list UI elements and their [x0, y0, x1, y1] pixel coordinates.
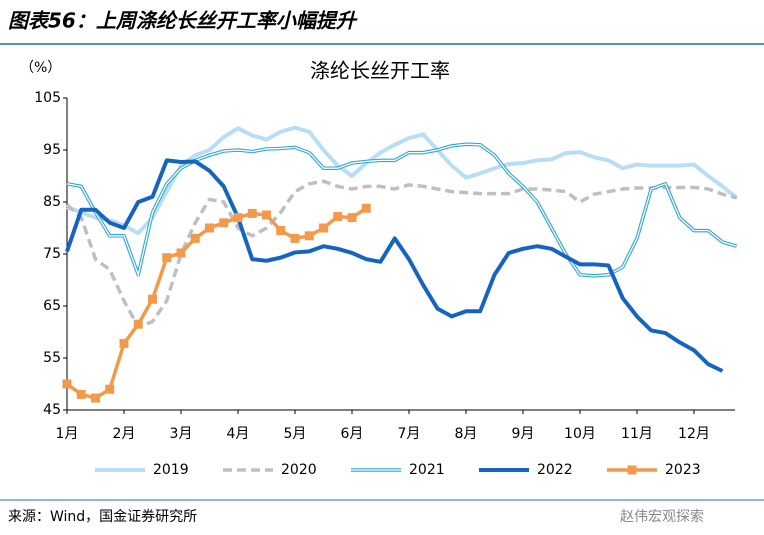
x-tick-label: 7月 [398, 426, 421, 442]
marker [361, 203, 371, 213]
line-inner [66, 143, 737, 278]
marker [304, 231, 314, 241]
marker [133, 319, 143, 329]
x-tick-label: 6月 [341, 426, 364, 442]
marker [233, 213, 243, 223]
marker [333, 212, 343, 222]
marker [276, 226, 286, 236]
x-tick-label: 9月 [512, 426, 535, 442]
legend-label: 2022 [537, 462, 573, 478]
legend-label: 2021 [409, 462, 445, 478]
y-tick-label: 65 [43, 298, 61, 314]
marker [247, 208, 257, 218]
source: 来源：Wind，国金证券研究所 [8, 509, 197, 525]
legend-label: 2019 [153, 462, 189, 478]
marker [318, 223, 328, 233]
y-tick-label: 85 [43, 194, 61, 210]
y-tick-label: 55 [43, 350, 61, 366]
marker [90, 393, 100, 403]
y-tick-label: 95 [43, 142, 61, 158]
line-series [65, 179, 738, 329]
x-tick-label: 2月 [113, 426, 136, 442]
legend-label: 2020 [281, 462, 317, 478]
marker [76, 389, 86, 399]
y-tick-label: 105 [34, 90, 61, 106]
marker [290, 233, 300, 243]
x-tick-label: 10月 [564, 426, 596, 442]
legend-label: 2023 [665, 462, 701, 478]
line-series [65, 158, 724, 373]
x-tick-label: 4月 [227, 426, 250, 442]
marker [119, 338, 129, 348]
line-series [65, 206, 368, 400]
marker [190, 233, 200, 243]
marker [162, 253, 172, 263]
chart-title: 涤纶长丝开工率 [310, 59, 450, 83]
y-tick-label: 75 [43, 246, 61, 262]
line-series [66, 125, 738, 236]
x-tick-label: 8月 [455, 426, 478, 442]
marker [204, 223, 214, 233]
marker [62, 379, 72, 389]
marker [347, 213, 357, 223]
marker [261, 210, 271, 220]
x-tick-label: 5月 [284, 426, 307, 442]
x-tick-label: 11月 [621, 426, 653, 442]
y-axis-label: （%） [20, 60, 61, 76]
x-tick-label: 12月 [678, 426, 710, 442]
marker [219, 218, 229, 228]
marker [176, 248, 186, 258]
legend-marker [627, 465, 637, 475]
watermark: 赵伟宏观探索 [620, 508, 704, 525]
marker [147, 294, 157, 304]
marker [105, 384, 115, 394]
y-tick-label: 45 [43, 402, 61, 418]
x-tick-label: 1月 [56, 426, 79, 442]
x-tick-label: 3月 [170, 426, 193, 442]
page-header: 图表56：上周涤纶长丝开工率小幅提升 [8, 9, 358, 33]
